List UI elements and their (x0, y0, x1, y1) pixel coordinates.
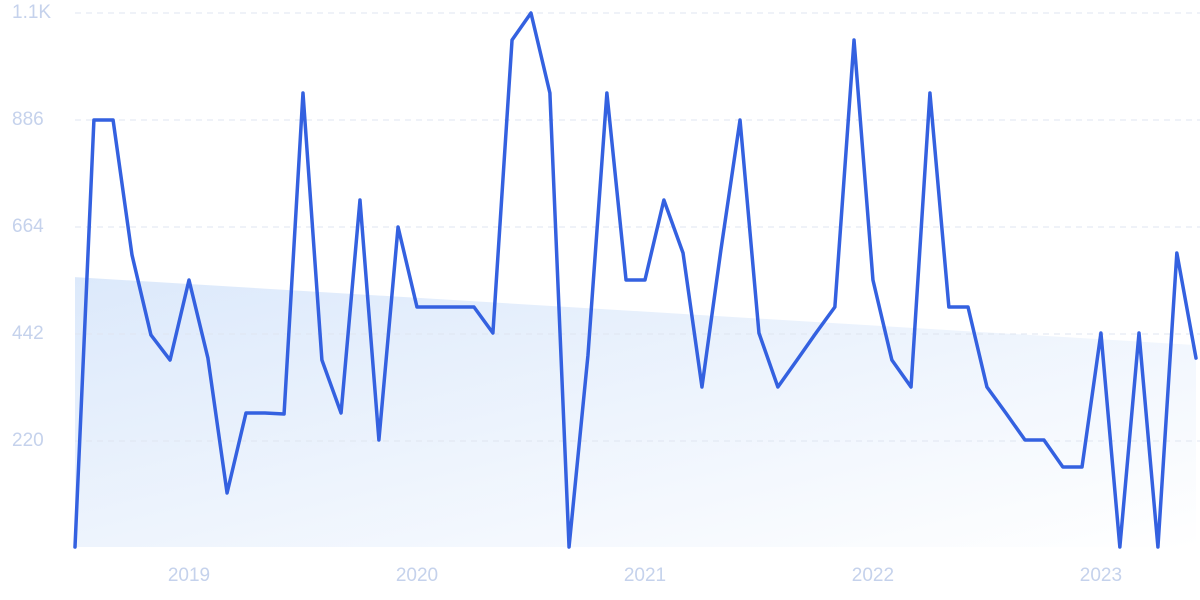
x-tick-label: 2020 (396, 565, 438, 586)
x-tick-label: 2021 (624, 565, 666, 586)
y-tick-label: 1.1K (12, 2, 51, 23)
y-tick-label: 664 (12, 216, 44, 237)
x-tick-label: 2023 (1080, 565, 1122, 586)
data-line (73, 11, 1198, 549)
y-tick-label: 442 (12, 323, 44, 344)
x-tick-label: 2022 (852, 565, 894, 586)
y-tick-label: 220 (12, 430, 44, 451)
y-tick-label: 886 (12, 109, 44, 130)
trend-area (75, 277, 1196, 547)
x-tick-label: 2019 (168, 565, 210, 586)
